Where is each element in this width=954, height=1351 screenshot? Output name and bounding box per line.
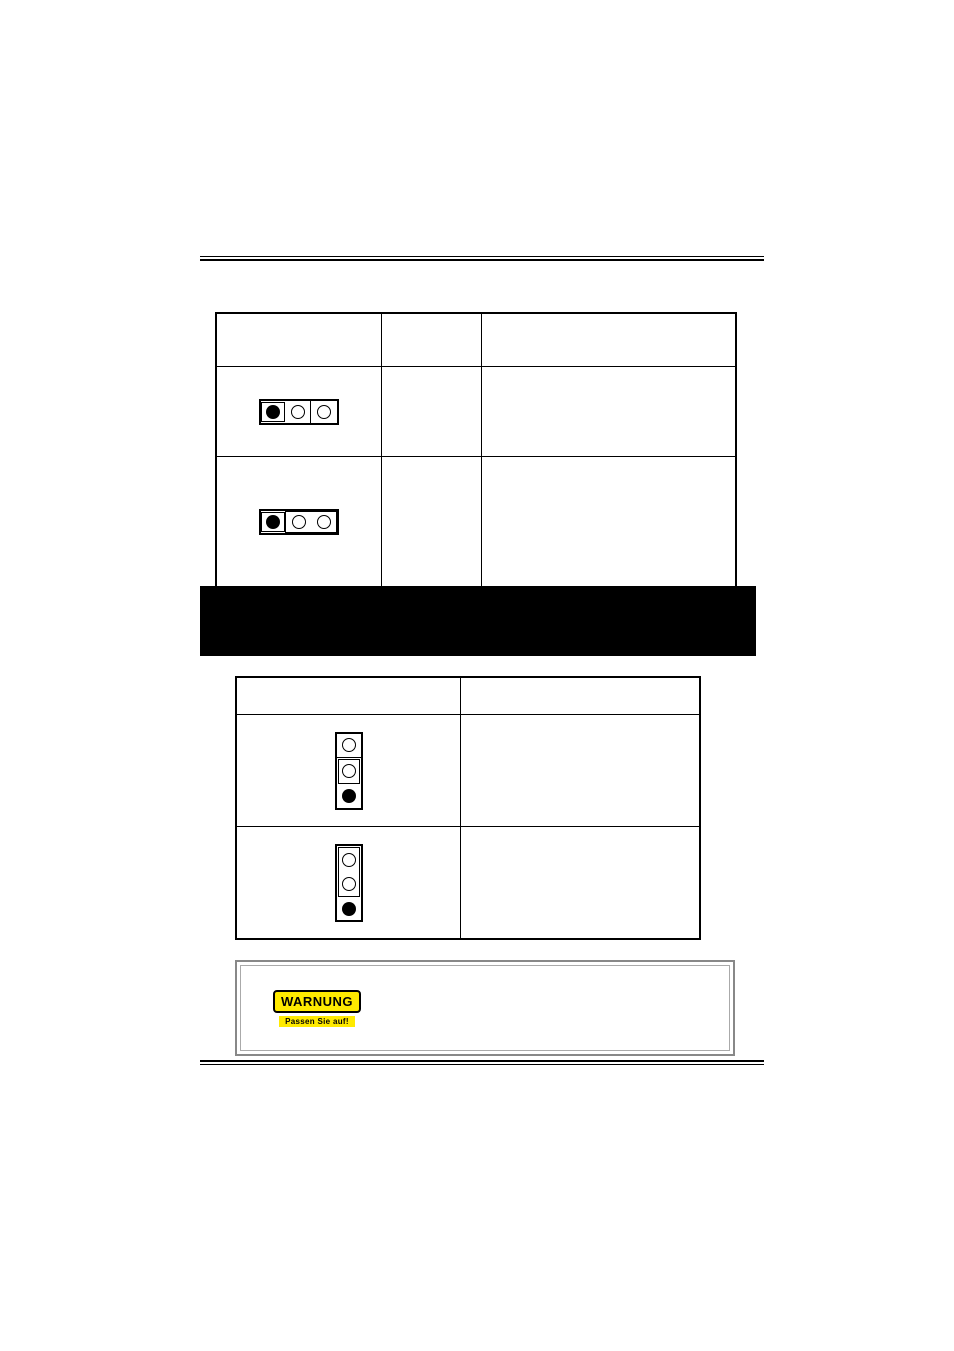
document-page: WARNUNG Passen Sie auf! xyxy=(0,0,954,1351)
jumper-diagram-cell xyxy=(237,827,461,938)
bottom-horizontal-rule xyxy=(200,1060,764,1066)
col-jumper-setting xyxy=(237,678,461,714)
pins-cell xyxy=(382,367,482,456)
table-row xyxy=(237,714,699,826)
jumper-table-jp2 xyxy=(215,312,737,588)
table-header-row xyxy=(237,678,699,714)
jumper-horizontal-icon xyxy=(259,399,339,425)
table-row xyxy=(217,456,735,586)
description-cell xyxy=(461,827,699,938)
col-jumper-setting xyxy=(217,314,382,366)
jumper-vertical-icon xyxy=(335,844,363,922)
warning-badge-icon: WARNUNG Passen Sie auf! xyxy=(267,990,367,1027)
description-cell xyxy=(482,457,735,586)
jumper-table-jp3 xyxy=(235,676,701,940)
warning-title: WARNUNG xyxy=(273,990,361,1013)
warning-subtitle: Passen Sie auf! xyxy=(279,1016,355,1027)
table-header-row xyxy=(217,314,735,366)
description-cell xyxy=(461,715,699,826)
pins-cell xyxy=(382,457,482,586)
note-bar xyxy=(200,586,756,656)
col-pins xyxy=(382,314,482,366)
col-description xyxy=(482,314,735,366)
top-horizontal-rule xyxy=(200,256,764,260)
jumper-vertical-icon xyxy=(335,732,363,810)
jumper-horizontal-icon xyxy=(259,509,339,535)
table-row xyxy=(217,366,735,456)
jumper-diagram-cell xyxy=(217,367,382,456)
table-row xyxy=(237,826,699,938)
warning-callout: WARNUNG Passen Sie auf! xyxy=(235,960,735,1056)
col-description xyxy=(461,678,699,714)
jumper-diagram-cell xyxy=(217,457,382,586)
description-cell xyxy=(482,367,735,456)
jumper-diagram-cell xyxy=(237,715,461,826)
